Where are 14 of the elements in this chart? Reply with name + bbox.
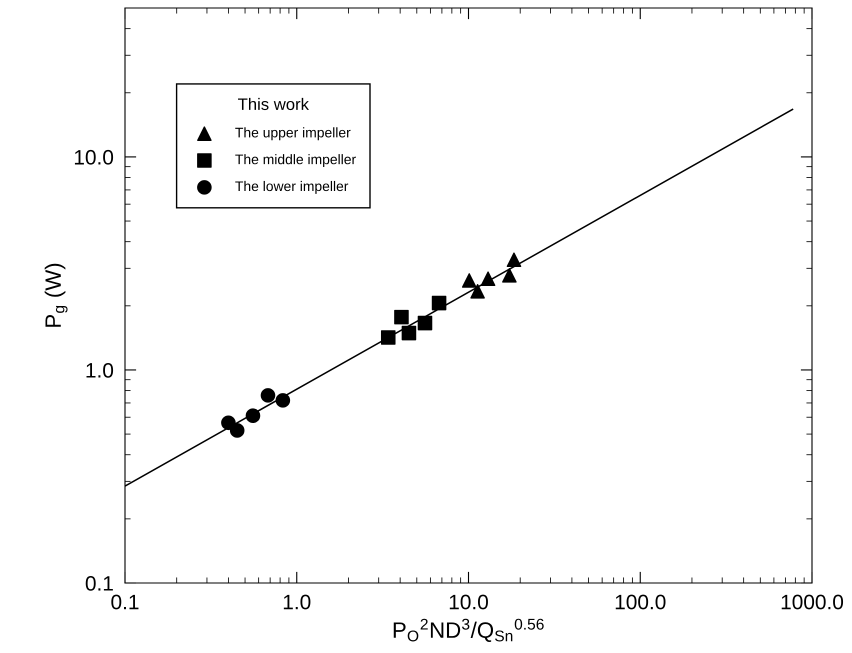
legend-label: The upper impeller [235, 127, 350, 140]
x-tick-label: 1000.0 [782, 594, 844, 610]
x-axis-title: P$_{O}$$^{2}$ND$^{3}$/Q$_{Sn}$$^{0.56}$ [394, 618, 544, 642]
legend-label: The lower impeller [235, 180, 348, 194]
legend-title: This work [238, 98, 309, 110]
x-tick-label: 0.1 [111, 594, 138, 610]
x-tick-label: 1.0 [284, 594, 310, 610]
legend-label: The middle impeller [235, 154, 356, 168]
y-axis-title: P$_{g}$ (W) [44, 264, 68, 327]
y-tick-label: 10.0 [74, 150, 114, 165]
y-tick-label: 0.1 [86, 576, 113, 591]
x-tick-label: 100.0 [616, 594, 666, 610]
y-tick-label: 1.0 [86, 362, 114, 378]
x-tick-label: 10.0 [450, 594, 488, 610]
